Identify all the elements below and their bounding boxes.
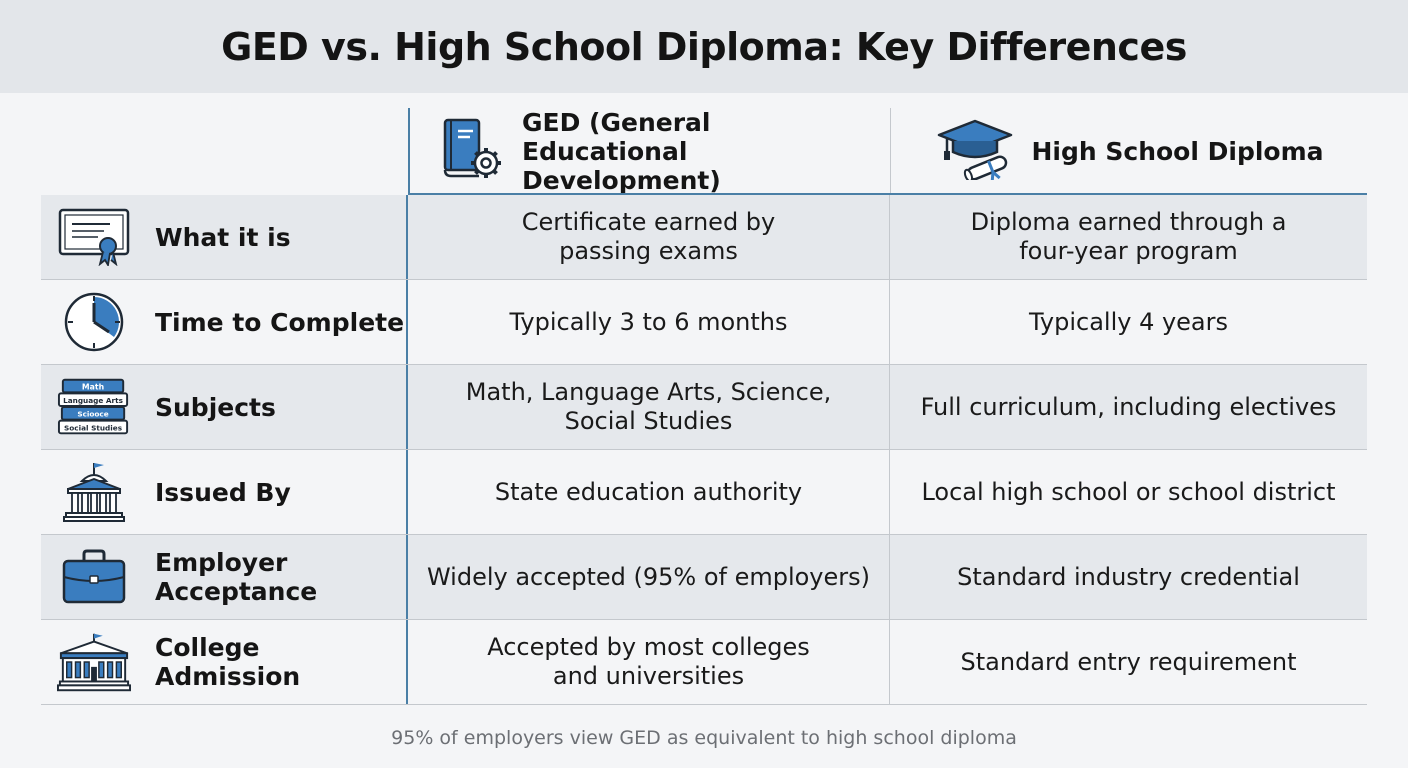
government-building-icon	[57, 461, 131, 523]
hs-cell-text: Typically 4 years	[1028, 307, 1229, 336]
row-label: What it is	[155, 222, 291, 252]
row-label-cell: Employer Acceptance	[41, 535, 408, 619]
hs-cell: Standard entry requirement	[890, 620, 1367, 704]
row-label: Issued By	[155, 477, 291, 507]
row-label-cell: Issued By	[41, 450, 408, 534]
header-ged: GED (General Educational Development)	[408, 107, 892, 195]
page-title: GED vs. High School Diploma: Key Differe…	[221, 24, 1187, 69]
table-row: Issued By State education authority Loca…	[41, 450, 1367, 535]
ged-cell-text: Widely accepted (95% of employers)	[426, 562, 871, 591]
ged-cell-text: State education authority	[494, 477, 803, 506]
briefcase-icon	[57, 549, 131, 605]
ged-cell: Accepted by most colleges and universiti…	[408, 620, 890, 704]
ged-cell-text: Typically 3 to 6 months	[509, 307, 788, 336]
university-icon	[57, 631, 131, 693]
table-row: What it is Certificate earned by passing…	[41, 195, 1367, 280]
row-label: Time to Complete	[155, 307, 405, 337]
hs-cell-text: Local high school or school district	[921, 477, 1336, 506]
table-row: College Admission Accepted by most colle…	[41, 620, 1367, 705]
ged-cell-text: Certificate earned by passing exams	[521, 208, 776, 265]
ged-cell: Widely accepted (95% of employers)	[408, 535, 890, 619]
book-title: Sciooce	[77, 410, 108, 419]
row-label: College Admission	[155, 633, 301, 691]
header-divider	[408, 193, 1367, 195]
hs-cell: Full curriculum, including electives	[890, 365, 1367, 449]
hs-cell-text: Standard entry requirement	[960, 647, 1297, 676]
hs-cell-text: Full curriculum, including electives	[920, 392, 1337, 421]
book-title: Language Arts	[63, 396, 123, 405]
row-label-cell: Time to Complete	[41, 280, 408, 364]
graduation-cap-icon	[935, 118, 1015, 184]
row-label: Employer Acceptance	[155, 548, 318, 606]
hs-cell: Typically 4 years	[890, 280, 1367, 364]
table-header: GED (General Educational Development) Hi…	[41, 108, 1367, 195]
ged-cell: Certificate earned by passing exams	[408, 195, 890, 279]
books-icon: Math Language Arts Sciooce Social Studie…	[57, 377, 131, 437]
header-hs-label: High School Diploma	[1031, 136, 1324, 166]
row-label-cell: Math Language Arts Sciooce Social Studie…	[41, 365, 408, 449]
hs-cell-text: Standard industry credential	[957, 562, 1300, 591]
table-row: Time to Complete Typically 3 to 6 months…	[41, 280, 1367, 365]
comparison-table: GED (General Educational Development) Hi…	[41, 108, 1367, 705]
footnote: 95% of employers view GED as equivalent …	[391, 727, 1017, 749]
hs-cell: Diploma earned through a four-year progr…	[890, 195, 1367, 279]
ged-cell-text: Accepted by most colleges and universiti…	[487, 633, 810, 690]
hs-cell-text: Diploma earned through a four-year progr…	[970, 208, 1287, 265]
hs-cell: Standard industry credential	[890, 535, 1367, 619]
header-hs: High School Diploma	[890, 108, 1368, 194]
ged-cell: Math, Language Arts, Science, Social Stu…	[408, 365, 890, 449]
certificate-icon	[57, 208, 131, 266]
ged-cell: State education authority	[408, 450, 890, 534]
hs-cell: Local high school or school district	[890, 450, 1367, 534]
ged-cell: Typically 3 to 6 months	[408, 280, 890, 364]
book-gear-icon	[442, 116, 504, 186]
row-label-cell: What it is	[41, 195, 408, 279]
header-ged-label: GED (General Educational Development)	[522, 107, 721, 195]
book-title: Math	[82, 382, 104, 391]
ged-cell-text: Math, Language Arts, Science, Social Stu…	[465, 378, 832, 435]
clock-icon	[57, 291, 131, 353]
table-row: Employer Acceptance Widely accepted (95%…	[41, 535, 1367, 620]
table-row: Math Language Arts Sciooce Social Studie…	[41, 365, 1367, 450]
row-label: Subjects	[155, 392, 276, 422]
title-bar: GED vs. High School Diploma: Key Differe…	[0, 0, 1408, 93]
row-label-cell: College Admission	[41, 620, 408, 704]
book-title: Social Studies	[64, 423, 122, 432]
